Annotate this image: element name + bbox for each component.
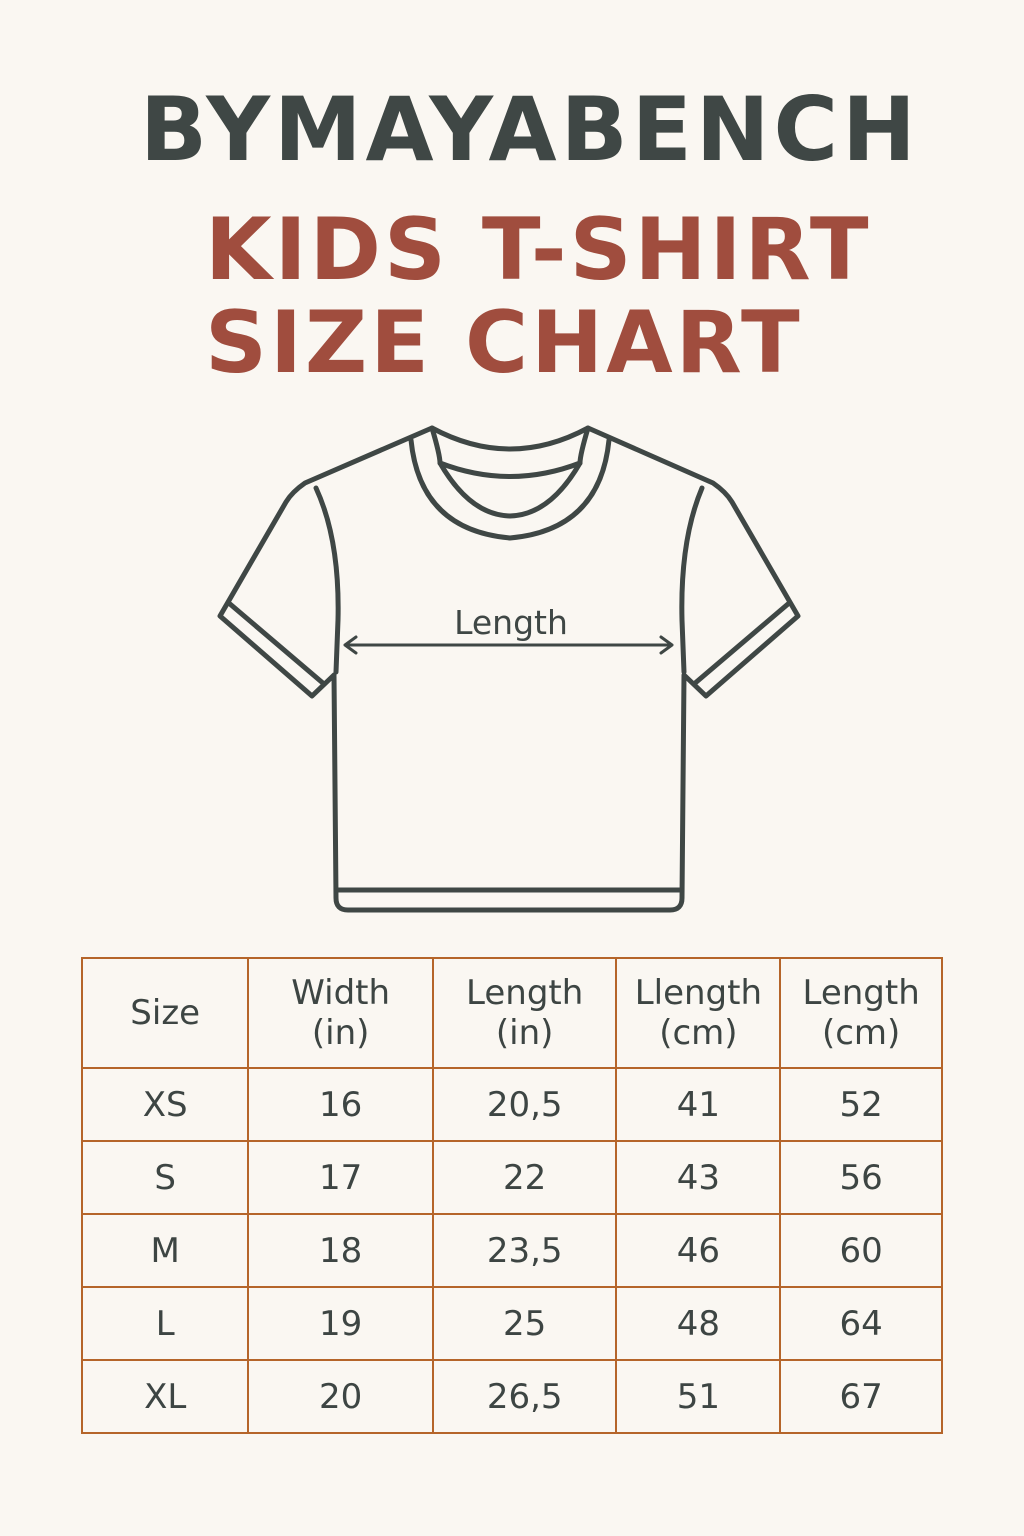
table-row: XL 20 26,5 51 67 [80,1359,943,1434]
table-cell: 23,5 [431,1213,618,1288]
header-width-cm: Llength (cm) [615,957,782,1069]
table-cell: 67 [779,1359,943,1434]
collar-outer [408,437,612,541]
table-row: XS 16 20,5 41 52 [80,1067,943,1142]
table-cell: 17 [247,1140,434,1215]
table-row: M 18 23,5 46 60 [80,1213,943,1288]
table-cell: L [80,1286,250,1361]
collar-inner [437,460,583,519]
measure-label: Length [454,603,568,642]
table-cell: XS [80,1067,250,1142]
title-line-2: SIZE CHART [205,293,803,393]
table-cell: 60 [779,1213,943,1288]
table-cell: 16 [247,1067,434,1142]
table-cell: 26,5 [431,1359,618,1434]
shirt-outline [217,425,801,913]
brand-name: BYMAYABENCH [140,78,920,181]
table-cell: M [80,1213,250,1288]
table-cell: 56 [779,1140,943,1215]
table-cell: S [80,1140,250,1215]
table-cell: 64 [779,1286,943,1361]
table-cell: 48 [615,1286,782,1361]
table-cell: 41 [615,1067,782,1142]
size-table: Size Width (in) Length (in) Llength (cm) Le… [80,957,943,1434]
measure-arrow [343,635,674,655]
right-sleeve-seam [679,485,705,675]
table-cell: XL [80,1359,250,1434]
right-cuff [691,601,791,687]
title-line-1: KIDS T-SHIRT [205,200,872,300]
table-cell: 52 [779,1067,943,1142]
table-cell: 20 [247,1359,434,1434]
header-size: Size [80,957,250,1069]
header-width-in: Width (in) [247,957,434,1069]
table-cell: 18 [247,1213,434,1288]
table-cell: 20,5 [431,1067,618,1142]
header-length-cm: Length (cm) [779,957,943,1069]
header-length-in: Length (in) [431,957,618,1069]
table-cell: 22 [431,1140,618,1215]
tshirt-diagram: Length [217,425,801,913]
table-row: S 17 22 43 56 [80,1140,943,1215]
table-cell: 25 [431,1286,618,1361]
table-cell: 19 [247,1286,434,1361]
table-row: L 19 25 48 64 [80,1286,943,1361]
table-cell: 46 [615,1213,782,1288]
left-cuff [227,601,327,687]
collar-rib [429,425,591,479]
table-header-row: Size Width (in) Length (in) Llength (cm) Le… [80,957,943,1069]
table-cell: 51 [615,1359,782,1434]
table-cell: 43 [615,1140,782,1215]
left-sleeve-seam [313,485,341,675]
